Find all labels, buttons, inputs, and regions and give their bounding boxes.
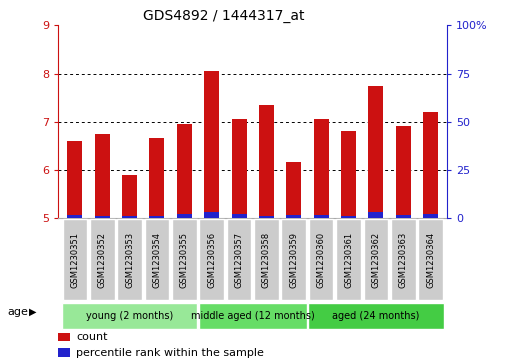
FancyBboxPatch shape bbox=[62, 220, 87, 299]
Bar bbox=[259, 216, 274, 218]
Text: GSM1230360: GSM1230360 bbox=[316, 232, 326, 287]
Bar bbox=[122, 216, 137, 218]
FancyBboxPatch shape bbox=[199, 220, 224, 299]
FancyBboxPatch shape bbox=[336, 220, 361, 299]
Text: GSM1230351: GSM1230351 bbox=[70, 232, 79, 287]
Bar bbox=[68, 215, 82, 218]
FancyBboxPatch shape bbox=[364, 220, 388, 299]
Bar bbox=[368, 86, 384, 218]
Text: GSM1230362: GSM1230362 bbox=[371, 232, 380, 287]
Bar bbox=[177, 214, 192, 218]
FancyBboxPatch shape bbox=[418, 220, 443, 299]
Text: GSM1230358: GSM1230358 bbox=[262, 232, 271, 287]
Text: age: age bbox=[8, 307, 28, 317]
Text: GSM1230364: GSM1230364 bbox=[426, 232, 435, 287]
Text: GSM1230352: GSM1230352 bbox=[98, 232, 107, 287]
FancyBboxPatch shape bbox=[172, 220, 197, 299]
Bar bbox=[423, 215, 438, 218]
Bar bbox=[232, 214, 246, 218]
FancyBboxPatch shape bbox=[254, 220, 279, 299]
Bar bbox=[68, 141, 82, 218]
Text: middle aged (12 months): middle aged (12 months) bbox=[191, 311, 314, 321]
Text: GSM1230354: GSM1230354 bbox=[152, 232, 162, 287]
Bar bbox=[232, 119, 246, 218]
Bar bbox=[58, 333, 70, 341]
Bar bbox=[341, 216, 356, 218]
FancyBboxPatch shape bbox=[61, 303, 198, 329]
Text: GDS4892 / 1444317_at: GDS4892 / 1444317_at bbox=[143, 9, 304, 23]
Text: GSM1230361: GSM1230361 bbox=[344, 232, 353, 287]
Bar bbox=[204, 71, 219, 218]
FancyBboxPatch shape bbox=[281, 220, 306, 299]
Text: GSM1230363: GSM1230363 bbox=[399, 232, 408, 287]
Bar bbox=[313, 215, 329, 218]
Text: count: count bbox=[76, 332, 107, 342]
FancyBboxPatch shape bbox=[90, 220, 114, 299]
Bar bbox=[149, 138, 165, 218]
Text: GSM1230356: GSM1230356 bbox=[207, 232, 216, 287]
Text: ▶: ▶ bbox=[29, 307, 37, 317]
Bar bbox=[94, 216, 110, 218]
FancyBboxPatch shape bbox=[391, 220, 416, 299]
Text: GSM1230355: GSM1230355 bbox=[180, 232, 189, 287]
FancyBboxPatch shape bbox=[199, 303, 307, 329]
Bar bbox=[396, 126, 411, 218]
Bar bbox=[286, 215, 301, 218]
Text: aged (24 months): aged (24 months) bbox=[332, 311, 420, 321]
Bar bbox=[286, 163, 301, 218]
Bar bbox=[58, 348, 70, 357]
Bar bbox=[122, 175, 137, 218]
FancyBboxPatch shape bbox=[145, 220, 169, 299]
Bar bbox=[341, 131, 356, 218]
Bar bbox=[368, 212, 384, 218]
Bar bbox=[204, 212, 219, 218]
Bar bbox=[177, 124, 192, 218]
Bar bbox=[259, 105, 274, 218]
Text: percentile rank within the sample: percentile rank within the sample bbox=[76, 348, 264, 358]
Text: GSM1230357: GSM1230357 bbox=[235, 232, 243, 287]
FancyBboxPatch shape bbox=[227, 220, 251, 299]
Text: GSM1230353: GSM1230353 bbox=[125, 232, 134, 287]
Text: young (2 months): young (2 months) bbox=[86, 311, 173, 321]
Bar bbox=[396, 215, 411, 218]
Bar bbox=[94, 134, 110, 218]
FancyBboxPatch shape bbox=[117, 220, 142, 299]
FancyBboxPatch shape bbox=[309, 220, 333, 299]
Bar bbox=[423, 112, 438, 218]
Bar bbox=[313, 119, 329, 218]
Text: GSM1230359: GSM1230359 bbox=[289, 232, 298, 287]
Bar bbox=[149, 216, 165, 218]
FancyBboxPatch shape bbox=[308, 303, 444, 329]
